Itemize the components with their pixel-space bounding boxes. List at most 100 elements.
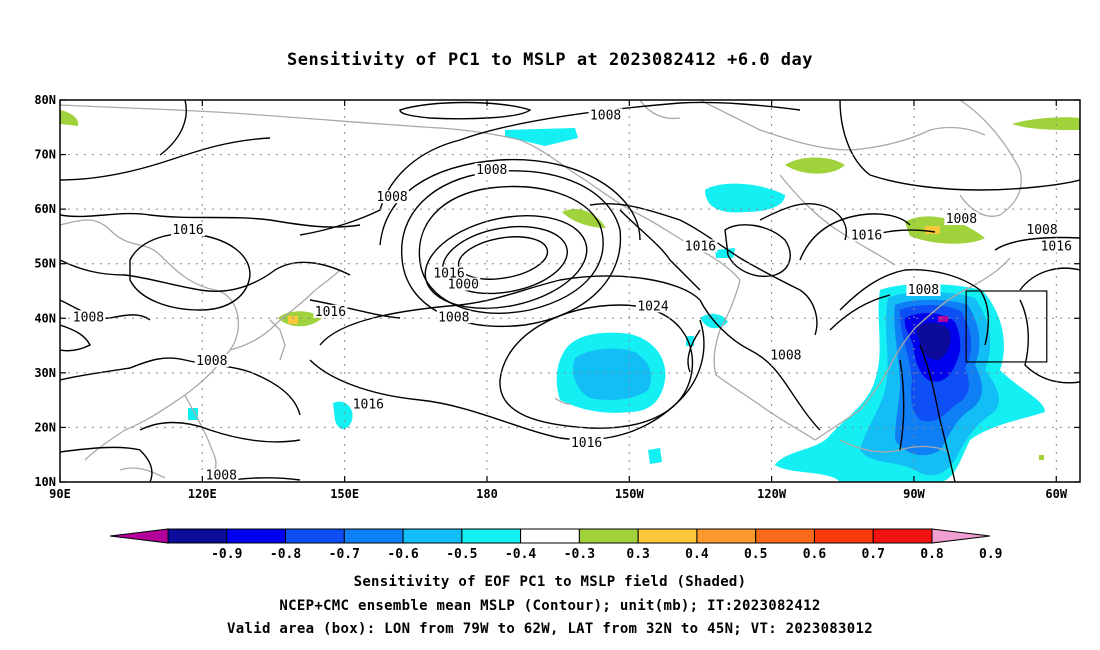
shade-magenta-atlantic bbox=[938, 316, 948, 322]
colorbar-label: 0.7 bbox=[861, 547, 884, 562]
contour-label-bg bbox=[906, 283, 941, 296]
lon-label: 90E bbox=[49, 487, 71, 501]
colorbar-label: -0.7 bbox=[329, 547, 360, 562]
contour-label-bg bbox=[1039, 239, 1074, 253]
caption-line-2: NCEP+CMC ensemble mean MSLP (Contour); u… bbox=[279, 598, 821, 614]
shade-green-westedge bbox=[60, 110, 79, 126]
shade-cyan-small1 bbox=[333, 401, 353, 429]
contour-label-bg bbox=[436, 310, 471, 324]
colorbar-labels: -0.9 -0.8 -0.7 -0.6 -0.5 -0.4 -0.3 0.3 0.4 0.5 0.6… bbox=[211, 547, 1002, 562]
page-title: Sensitivity of PC1 to MSLP at 2023082412… bbox=[286, 50, 813, 70]
lon-label: 150E bbox=[330, 487, 359, 501]
contour-label: 1016 bbox=[353, 398, 384, 413]
lon-label: 150W bbox=[615, 487, 645, 501]
colorbar-segment bbox=[755, 528, 815, 544]
colorbar-label: 0.6 bbox=[803, 547, 827, 562]
contour-label: 1000 bbox=[448, 278, 479, 293]
colorbar-label: 0.5 bbox=[744, 547, 767, 562]
lon-label: 120E bbox=[188, 487, 217, 501]
lat-label: 60N bbox=[34, 202, 56, 216]
contour-label-bg bbox=[432, 266, 467, 280]
shade-cyan-small5 bbox=[188, 408, 198, 420]
map-frame bbox=[59, 99, 1081, 483]
lat-lon-grid bbox=[60, 100, 1080, 482]
contour-label-bg bbox=[204, 468, 239, 482]
contour-label-bg bbox=[569, 435, 604, 449]
lat-label: 80N bbox=[34, 93, 56, 107]
contour-label: 1024 bbox=[637, 299, 668, 314]
contour-label: 1008 bbox=[1026, 223, 1057, 238]
colorbar-label: 0.8 bbox=[920, 547, 944, 562]
lat-label: 40N bbox=[34, 311, 56, 325]
contour-label-bg bbox=[313, 304, 348, 318]
axis-ticks bbox=[59, 99, 1080, 483]
contour-label-bg bbox=[474, 162, 509, 176]
mslp-contours bbox=[60, 100, 1080, 482]
colorbar bbox=[109, 528, 991, 544]
lat-label: 10N bbox=[34, 475, 56, 489]
longitude-labels: 90E 120E 150E 180 150W 120W 90W 60W bbox=[49, 487, 1068, 501]
colorbar-segment bbox=[343, 528, 404, 544]
contour-label: 1016 bbox=[685, 239, 716, 254]
contour-label-bg bbox=[194, 353, 229, 367]
contour-label: 1016 bbox=[1041, 239, 1072, 254]
contour-label-bg bbox=[636, 299, 671, 313]
shade-green-canada bbox=[785, 157, 845, 174]
shade-cyan-small2 bbox=[715, 248, 735, 258]
lon-label: 180 bbox=[476, 487, 498, 501]
colorbar-label: -0.6 bbox=[387, 547, 418, 562]
latitude-labels: 10N 20N 30N 40N 50N 60N 70N 80N bbox=[34, 93, 56, 489]
shade-cyan-hudson bbox=[705, 183, 785, 213]
shade-cyan-arctic bbox=[505, 128, 578, 146]
caption-line-1: Sensitivity of EOF PC1 to MSLP field (Sh… bbox=[353, 574, 747, 590]
contour-label: 1008 bbox=[206, 469, 237, 484]
lat-label: 20N bbox=[34, 420, 56, 434]
contour-label-bg bbox=[71, 310, 106, 324]
colorbar-segment bbox=[402, 528, 463, 544]
shade-green-dot bbox=[1039, 455, 1044, 460]
shade-navy-atlantic bbox=[916, 322, 951, 360]
colorbar-label: 0.9 bbox=[979, 547, 1002, 562]
colorbar-label: -0.8 bbox=[270, 547, 301, 562]
contour-label: 1008 bbox=[946, 212, 977, 227]
contour-label-bg bbox=[351, 397, 386, 411]
contour-label-bg bbox=[768, 348, 803, 362]
shade-yellow-labrador bbox=[925, 226, 940, 234]
lon-label: 120W bbox=[757, 487, 787, 501]
valid-area-box bbox=[965, 290, 1048, 363]
colorbar-segment bbox=[461, 528, 522, 544]
contour-label-bg bbox=[944, 212, 979, 226]
caption-line-3: Valid area (box): LON from 79W to 62W, L… bbox=[227, 621, 873, 637]
colorbar-segment bbox=[578, 528, 639, 544]
colorbar-label: -0.3 bbox=[564, 547, 595, 562]
contour-label: 1008 bbox=[438, 310, 469, 325]
contour-label-bg bbox=[588, 108, 623, 122]
lon-label: 90W bbox=[903, 487, 925, 501]
shade-yellow-japan bbox=[288, 316, 298, 324]
contour-label-bg bbox=[849, 228, 884, 242]
contour-label: 1008 bbox=[908, 283, 939, 298]
colorbar-label: 0.3 bbox=[626, 547, 649, 562]
colorbar-segment bbox=[226, 528, 287, 544]
lat-label: 70N bbox=[34, 148, 56, 162]
colorbar-high-extend bbox=[931, 528, 991, 544]
contour-label: 1008 bbox=[476, 163, 507, 178]
lon-label: 60W bbox=[1045, 487, 1067, 501]
lat-label: 30N bbox=[34, 366, 56, 380]
contour-label-bg bbox=[1025, 222, 1060, 236]
contour-label-bg bbox=[446, 277, 481, 291]
colorbar-segment bbox=[520, 528, 580, 544]
contour-label: 1016 bbox=[315, 305, 346, 320]
contour-label: 1016 bbox=[851, 228, 882, 243]
contour-label: 1008 bbox=[770, 348, 801, 363]
contour-label: 1008 bbox=[376, 190, 407, 205]
colorbar-low-extend bbox=[109, 528, 169, 544]
colorbar-segment bbox=[637, 528, 698, 544]
shade-cyan-small4 bbox=[648, 448, 662, 464]
colorbar-segment bbox=[285, 528, 345, 544]
contour-label: 1016 bbox=[571, 436, 602, 451]
contour-label-bg bbox=[683, 239, 718, 253]
lat-label: 50N bbox=[34, 257, 56, 271]
